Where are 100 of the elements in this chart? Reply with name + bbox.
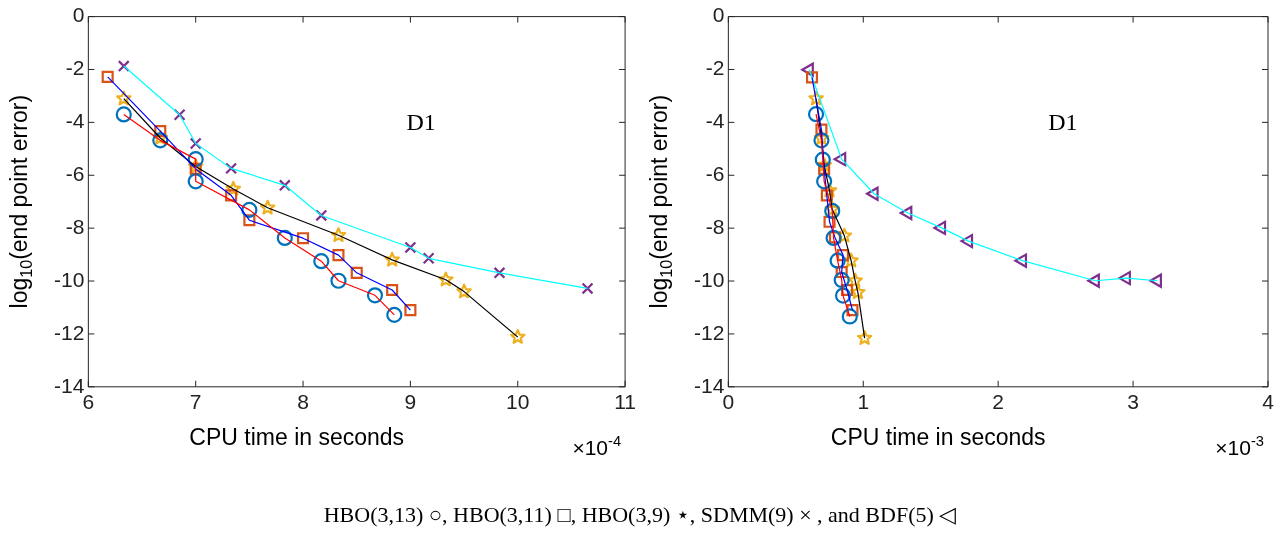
point	[1118, 270, 1131, 286]
point	[366, 287, 384, 304]
y-tick-label: -2	[705, 56, 725, 80]
y-tick-label: -14	[53, 373, 85, 397]
y-tick-label: -10	[693, 267, 725, 291]
point	[313, 253, 330, 270]
y-tick-label: -6	[65, 162, 85, 186]
point	[813, 130, 830, 145]
point	[315, 209, 328, 222]
point	[386, 306, 403, 323]
point	[189, 137, 202, 150]
y-tick-label: -12	[53, 320, 85, 344]
point	[581, 282, 594, 295]
y-tick-label: -2	[65, 56, 85, 80]
x-tick-label: 11	[614, 390, 637, 414]
y-tick-label: -8	[705, 214, 725, 238]
y-axis-title: log10(end point error)	[645, 94, 675, 309]
point	[847, 272, 863, 288]
y-tick-label: -8	[65, 214, 85, 238]
point	[815, 123, 828, 136]
point	[846, 304, 859, 317]
text: HBO(3,13) ○, HBO(3,11) □, HBO(3,9) ⋆, SDMM(9) × , and BDF(5) ◁	[322, 502, 958, 528]
point	[350, 266, 363, 279]
point	[189, 162, 202, 175]
point	[835, 265, 848, 279]
point	[187, 151, 204, 168]
y-tick-label: -4	[705, 109, 725, 133]
point	[801, 62, 814, 77]
point	[509, 328, 526, 344]
point	[438, 271, 454, 287]
annotation: D1	[1048, 109, 1078, 136]
point	[814, 151, 831, 168]
x-tick-label: 8	[297, 390, 309, 414]
point	[850, 284, 866, 300]
point	[173, 108, 186, 121]
x-tick-label: 4	[1262, 390, 1275, 414]
point	[384, 251, 400, 267]
point	[960, 233, 974, 249]
point	[823, 215, 836, 228]
point	[834, 287, 852, 304]
point	[225, 189, 238, 202]
point	[330, 227, 347, 243]
point	[805, 71, 819, 84]
point	[225, 162, 238, 175]
point	[241, 201, 258, 218]
point	[187, 158, 204, 174]
point	[152, 132, 169, 149]
x-tick-label: 6	[82, 390, 95, 414]
y-tick-label: -14	[693, 373, 725, 397]
y-tick-label: -6	[705, 162, 725, 186]
point	[1149, 273, 1162, 288]
point	[259, 199, 276, 215]
y-tick-label: -10	[53, 267, 85, 291]
y-tick-label: 0	[72, 3, 85, 27]
point	[278, 179, 291, 192]
annotation: D1	[406, 109, 436, 136]
point	[841, 283, 854, 297]
point	[225, 180, 242, 196]
x-axis-title: CPU time in seconds	[830, 424, 1046, 451]
point	[820, 189, 833, 202]
point	[386, 283, 399, 297]
y-axis-title: log10(end point error)	[5, 94, 35, 309]
x-tick-label: 10	[506, 390, 530, 414]
point	[829, 252, 846, 269]
point	[856, 330, 873, 345]
x-axis-title: CPU time in seconds	[189, 424, 405, 451]
point	[807, 106, 825, 123]
y-tick-label: -12	[693, 320, 725, 344]
point	[899, 205, 913, 221]
x-tick-label: 1	[857, 390, 870, 414]
point	[330, 272, 347, 289]
point	[933, 220, 947, 236]
point	[276, 229, 293, 247]
point	[843, 252, 859, 268]
point	[154, 125, 167, 138]
point	[493, 266, 506, 279]
point	[813, 132, 830, 149]
y-tick-label: 0	[712, 3, 725, 27]
point	[816, 173, 833, 190]
point	[836, 227, 853, 243]
point	[841, 308, 858, 325]
point	[833, 271, 850, 289]
point	[117, 60, 130, 73]
point	[115, 106, 132, 123]
point	[422, 252, 435, 265]
point	[101, 70, 114, 83]
x-tick-label: 9	[404, 390, 417, 414]
point	[808, 90, 824, 106]
point	[833, 151, 847, 167]
point	[1087, 273, 1100, 288]
x-tick-label: 3	[1127, 390, 1139, 414]
point	[818, 162, 831, 175]
point	[865, 186, 879, 201]
point	[1014, 253, 1028, 268]
x-tick-label: 2	[992, 390, 1005, 414]
y-tick-label: -4	[65, 109, 85, 133]
point	[836, 249, 850, 262]
point	[243, 214, 256, 227]
point	[187, 173, 204, 190]
point	[116, 90, 132, 106]
